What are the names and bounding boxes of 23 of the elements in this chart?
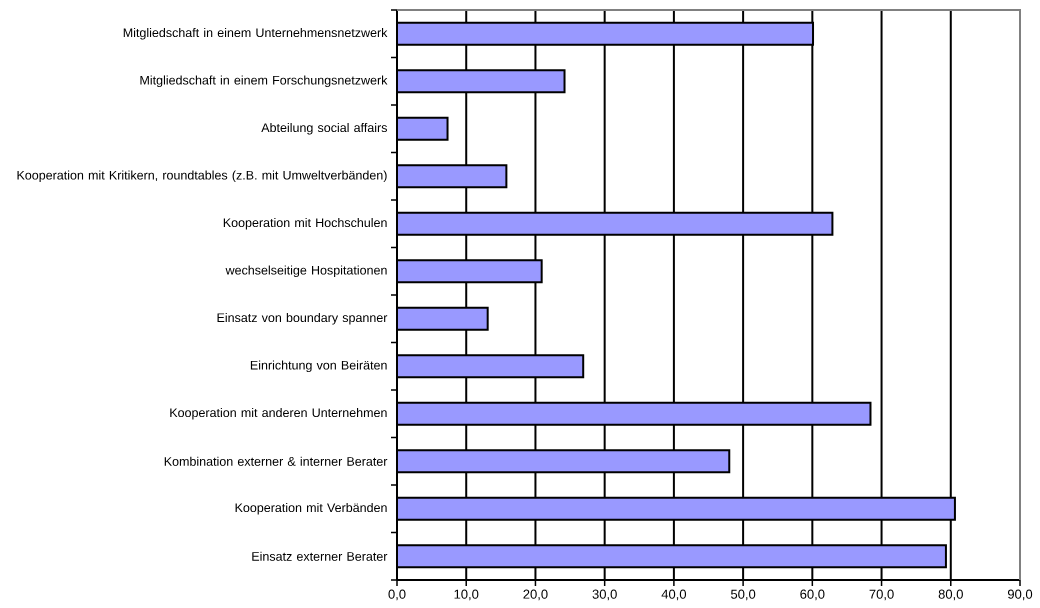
y-tick-label: Mitgliedschaft in einem Forschungsnetzwerk [140, 75, 388, 88]
x-tick-label: 70,0 [869, 589, 894, 601]
y-tick-label: Einsatz von boundary spanner [217, 312, 388, 325]
x-tick-label: 20,0 [523, 589, 548, 601]
y-tick-label: Kooperation mit Verbänden [235, 502, 387, 515]
x-tick-label: 40,0 [661, 589, 687, 601]
y-tick-label: wechselseitige Hospitationen [225, 265, 387, 278]
y-tick-label: Kooperation mit Kritikern, roundtables (z.B. mit Umweltverbänden) [17, 170, 387, 183]
y-tick-label: Mitgliedschaft in einem Unternehmensnetzwerk [123, 27, 388, 40]
x-tick-label: 0,0 [388, 589, 406, 601]
x-tick-label: 10,0 [454, 589, 479, 601]
x-tick-label: 80,0 [938, 589, 963, 601]
bar [396, 116, 449, 141]
x-tick-label: 50,0 [730, 589, 756, 601]
x-tick-label: 60,0 [800, 589, 825, 601]
x-tick-label: 90,0 [1007, 589, 1033, 601]
x-tick-label: 30,0 [592, 589, 617, 601]
y-tick-label: Einrichtung von Beiräten [250, 360, 387, 373]
y-tick-label: Kooperation mit Hochschulen [223, 217, 387, 230]
y-tick-label: Kooperation mit anderen Unternehmen [170, 407, 387, 420]
y-tick-label: Abteilung social affairs [261, 122, 387, 135]
y-tick-label: Kombination externer & interner Berater [164, 456, 388, 466]
y-tick-label: Einsatz externer Berater [252, 551, 388, 561]
